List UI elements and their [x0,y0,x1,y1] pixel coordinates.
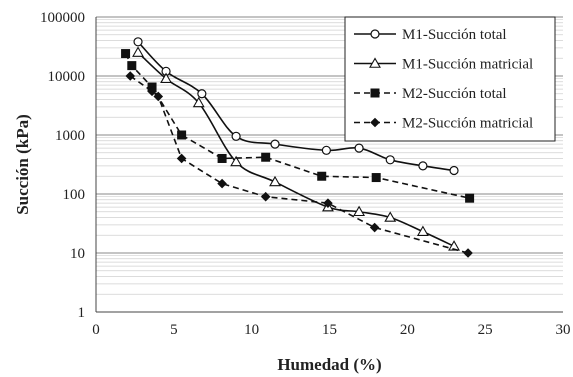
data-point [449,165,459,176]
y-tick-label: 10000 [48,69,86,85]
x-tick-label: 5 [170,322,178,338]
data-point [217,178,227,189]
data-point [121,49,131,59]
legend-item: M2-Succión total [354,86,507,102]
series-2 [132,46,460,251]
legend-swatch-marker [370,29,380,39]
data-point [270,139,280,149]
legend: M1-Succión total M1-Succión matricial M2-S… [344,16,556,142]
data-point [133,37,143,47]
legend-item: M2-Succión matricial [354,116,533,132]
data-point [317,171,327,181]
data-point [160,72,172,83]
data-point [261,152,271,162]
data-point [465,193,475,203]
data-point [176,153,187,164]
series-4 [125,71,473,258]
y-axis-title: Succión (kPa) [13,114,32,215]
legend-swatch-marker [370,88,380,98]
data-point [127,61,137,71]
data-point [385,155,395,165]
x-tick-label: 25 [478,322,493,338]
data-point [125,71,136,81]
data-point [153,91,164,102]
data-point [321,145,331,155]
legend-label: M1-Succión matricial [402,57,533,73]
data-point [416,225,429,236]
series-line [137,41,455,172]
x-tick-label: 30 [556,322,571,338]
y-tick-label: 100000 [40,10,85,26]
x-axis-title: Humedad (%) [277,355,381,374]
data-point [353,205,366,217]
data-point [369,222,380,233]
data-point [323,198,333,208]
data-point [384,211,397,222]
data-point [260,191,271,202]
legend-box [344,16,556,142]
data-point [269,175,281,187]
x-tick-label: 15 [322,322,337,338]
legend-label: M2-Succión matricial [402,116,533,132]
y-tick-label: 100 [63,187,86,203]
data-point [132,46,144,57]
data-point [192,96,205,108]
series-line [124,53,470,199]
data-point [418,161,428,171]
legend-item: M1-Succión matricial [354,57,533,73]
legend-label: M1-Succión total [402,27,507,43]
y-tick-label: 10 [70,246,85,262]
legend-label: M2-Succión total [402,86,507,102]
legend-swatch-marker [369,57,381,68]
y-tick-label: 1000 [55,128,85,144]
x-tick-label: 10 [244,322,259,338]
data-point [463,248,473,258]
data-point [217,153,227,163]
series-line [137,51,455,248]
series-layer [121,37,475,258]
data-point [177,130,187,140]
data-point [230,155,243,167]
series-line [129,75,469,254]
data-point [197,89,207,99]
legend-item: M1-Succión total [354,27,507,43]
series-1 [133,37,459,176]
data-point [448,240,460,251]
data-point [354,143,364,153]
x-tick-label: 0 [92,322,100,338]
legend-swatch-marker [370,117,380,128]
x-tick-label: 20 [400,322,415,338]
data-point [371,173,381,183]
data-point [147,86,157,97]
y-tick-label: 1 [78,305,86,321]
data-point [231,131,241,141]
tick-labels: 0 5 10 15 20 25 30 1 10 100 1000 10000 100000 [40,10,571,338]
axes [95,17,563,313]
